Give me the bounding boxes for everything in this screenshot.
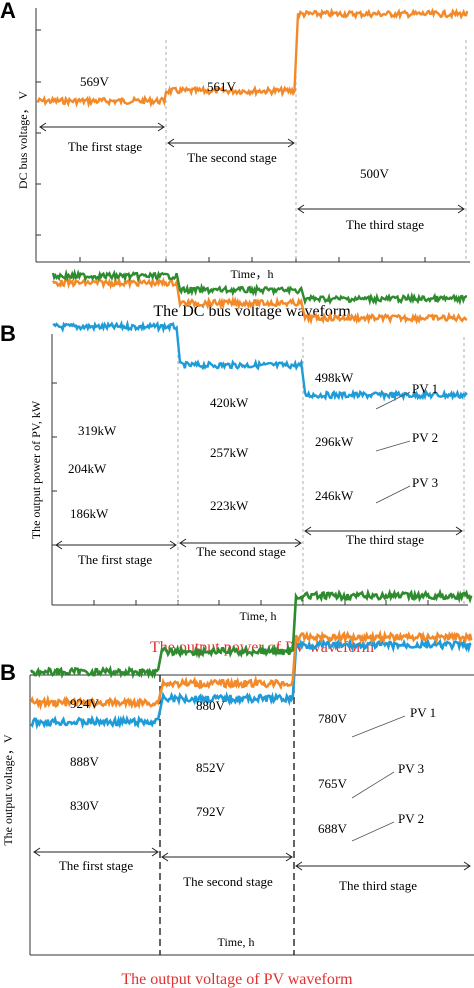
panel-c-stage-arrow-2	[161, 852, 293, 862]
panel-c-stage-arrow-1	[33, 847, 159, 857]
data-label: 880V	[196, 698, 226, 713]
data-label: 204kW	[68, 461, 107, 476]
series-line-series2	[29, 629, 473, 711]
panel-b-y-ticks	[52, 382, 57, 546]
pv3-leader-line	[375, 485, 411, 504]
panel-c-xlabel: Time, h	[218, 935, 255, 949]
data-label: 830V	[70, 798, 100, 813]
series-line-series3	[29, 588, 473, 680]
data-label: 561V	[207, 79, 237, 94]
panel-c-stage-label-1: The first stage	[59, 858, 134, 873]
data-label: 792V	[196, 804, 226, 819]
series-line-series1	[30, 637, 472, 731]
panel-b-stage-arrow-2	[179, 538, 302, 548]
panel-c-series	[29, 588, 473, 731]
panel-a: A DC bus voltage， V Time，h 569V 561V	[0, 0, 470, 320]
panel-b-stage-arrow-1	[55, 540, 177, 550]
data-label: 780V	[318, 711, 348, 726]
panel-b-stage-label-3: The third stage	[346, 532, 424, 547]
panel-a-stage-arrow-2	[167, 138, 295, 148]
panel-a-stage-arrow-3	[297, 204, 465, 214]
data-label: 888V	[70, 754, 100, 769]
panel-a-stage-arrow-1	[39, 122, 165, 132]
legend-label: PV 2	[398, 811, 424, 826]
panel-b-letter: B	[0, 321, 16, 346]
panel-c-caption: The output voltage of PV waveform	[121, 971, 353, 988]
panel-a-series	[36, 7, 469, 109]
legend-pv3: PV 3	[412, 475, 438, 490]
series-line-pv1	[52, 319, 468, 402]
panel-a-xlabel: Time，h	[231, 267, 274, 281]
data-label: 688V	[318, 821, 348, 836]
data-label: 498kW	[315, 370, 354, 385]
pv2-leader-line	[375, 440, 411, 452]
data-label: 569V	[80, 74, 110, 89]
leader-line	[351, 715, 406, 738]
panel-a-y-ticks	[36, 29, 41, 236]
panel-a-stage-label-2: The second stage	[187, 150, 277, 165]
legend-label: PV 1	[410, 705, 436, 720]
panel-c-stage-arrow-3	[295, 861, 471, 871]
data-label: 924V	[70, 696, 100, 711]
panel-b-xlabel: Time, h	[240, 609, 277, 623]
leader-line	[351, 821, 395, 842]
panel-c-letter: B	[0, 660, 16, 685]
data-label: 319kW	[78, 423, 117, 438]
panel-c-stage-label-3: The third stage	[339, 878, 417, 893]
data-label: 765V	[318, 776, 348, 791]
legend-pv2: PV 2	[412, 430, 438, 445]
legend-label: PV 3	[398, 761, 424, 776]
panel-b-power: B The output power of PV, kW Time, h 319…	[0, 268, 468, 656]
panel-b-ylabel: The output power of PV, kW	[29, 400, 43, 539]
panel-a-stage-label-1: The first stage	[68, 139, 143, 154]
panel-c-stage-label-2: The second stage	[183, 874, 273, 889]
data-label: 186kW	[70, 506, 109, 521]
series-line-pv3	[51, 268, 468, 306]
panel-b-x-ticks	[93, 600, 429, 605]
panel-a-ylabel: DC bus voltage， V	[16, 91, 30, 189]
data-label: 296kW	[315, 434, 354, 449]
leader-line	[351, 771, 395, 799]
legend-pv1: PV 1	[412, 381, 438, 396]
data-label: 246kW	[315, 488, 354, 503]
panel-b-stage-arrow-3	[304, 526, 463, 536]
pv1-leader-line	[375, 391, 411, 410]
panel-b-stage-label-2: The second stage	[196, 544, 286, 559]
series-line-pv2	[51, 275, 468, 326]
data-label: 420kW	[210, 395, 249, 410]
panel-a-stage-label-3: The third stage	[346, 217, 424, 232]
series-line-series1	[36, 7, 469, 109]
panel-b-voltage: B The output voltage，V Time, h 924V 880V…	[0, 588, 474, 988]
panel-a-x-ticks	[79, 257, 426, 262]
data-label: 257kW	[210, 445, 249, 460]
panel-c-ylabel: The output voltage，V	[1, 734, 15, 846]
panel-a-letter: A	[0, 0, 16, 23]
panel-b-series	[51, 268, 468, 402]
panel-b-stage-label-1: The first stage	[78, 552, 153, 567]
data-label: 223kW	[210, 498, 249, 513]
data-label: 852V	[196, 760, 226, 775]
data-label: 500V	[360, 166, 390, 181]
